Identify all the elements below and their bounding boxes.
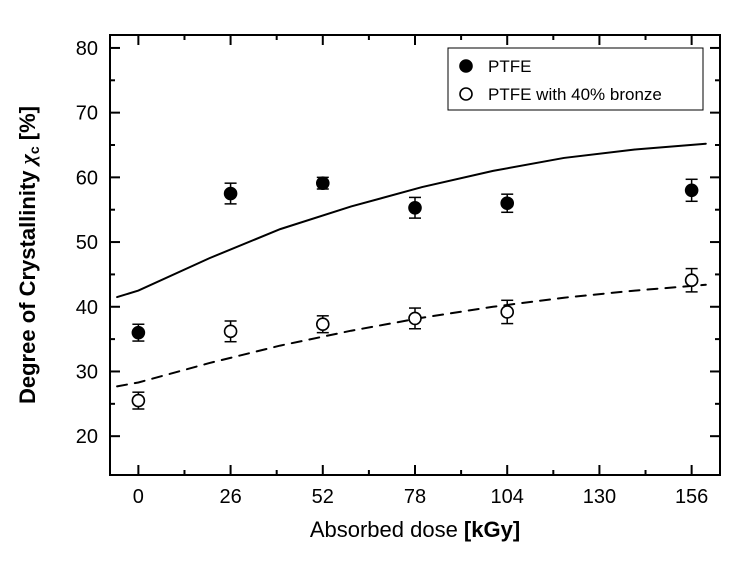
y-tick-label: 60: [76, 167, 98, 189]
data-point: [409, 312, 421, 324]
data-point: [225, 325, 237, 337]
crystallinity-chart: 0 26 52 78 104 130 156 20 30 40 50 60 70 80 Absorbed d…: [0, 0, 753, 565]
x-tick-label: 26: [219, 486, 241, 508]
data-point: [132, 327, 144, 339]
data-point: [686, 274, 698, 286]
data-point: [132, 395, 144, 407]
y-tick-label: 50: [76, 232, 98, 254]
y-tick-label: 20: [76, 426, 98, 448]
y-tick-label: 70: [76, 103, 98, 125]
legend-marker: [460, 88, 472, 100]
legend-label: PTFE: [488, 57, 531, 76]
chart-svg: 0 26 52 78 104 130 156 20 30 40 50 60 70 80 Absorbed d…: [0, 0, 753, 565]
data-point: [501, 197, 513, 209]
x-tick-label: 78: [404, 486, 426, 508]
x-tick-label: 156: [675, 486, 708, 508]
y-tick-label: 30: [76, 361, 98, 383]
x-tick-label: 52: [312, 486, 334, 508]
data-point: [225, 188, 237, 200]
data-point: [686, 184, 698, 196]
x-tick-label: 0: [133, 486, 144, 508]
y-tick-label: 40: [76, 297, 98, 319]
data-point: [317, 318, 329, 330]
x-tick-label: 104: [491, 486, 524, 508]
x-tick-label: 130: [583, 486, 616, 508]
data-point: [501, 306, 513, 318]
legend-marker: [460, 60, 472, 72]
data-point: [317, 177, 329, 189]
x-axis-label: Absorbed dose [kGy]: [310, 517, 520, 542]
legend-label: PTFE with 40% bronze: [488, 85, 662, 104]
y-tick-label: 80: [76, 38, 98, 60]
data-point: [409, 202, 421, 214]
